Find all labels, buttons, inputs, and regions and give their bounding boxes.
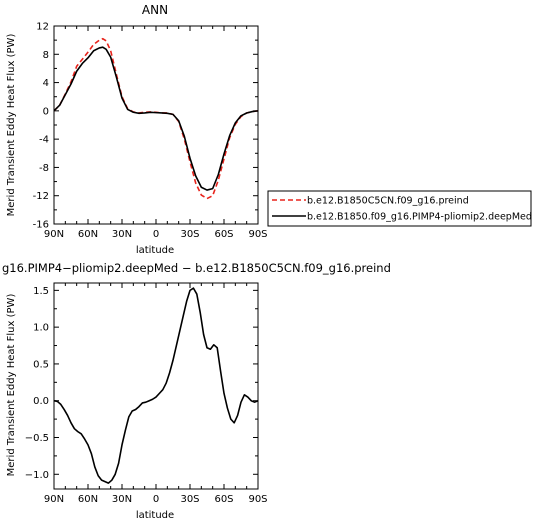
p1-y-tick-label: -4 [39,135,49,146]
top-chart-title: ANN [142,3,168,17]
bottom-tick-marks [53,283,259,489]
legend-box [267,190,532,227]
p2-y-tick-label: 1.0 [33,323,49,334]
p1-x-tick-label: 90S [248,229,267,240]
p2-y-tick-label: −1.0 [25,470,49,481]
top-tick-marks [53,25,259,225]
p1-y-tick-label: -16 [33,220,49,231]
bottom-y-tick-labels: 1.5 1.0 0.5 0.0 −0.5 −1.0 [25,286,49,481]
p2-x-tick-label: 30S [180,494,199,505]
top-panel: ANN Merid Transient Eddy Heat Flux (PW) … [6,3,268,256]
p1-y-tick-label: 8 [43,50,49,61]
p2-y-tick-label: 1.5 [33,286,49,297]
p1-x-tick-label: 60N [78,229,98,240]
top-x-tick-labels: 90N 60N 30N 0 30S 60S 90S [44,229,268,240]
top-y-axis-label: Merid Transient Eddy Heat Flux (PW) [6,34,17,217]
p1-y-tick-label: 12 [36,22,49,33]
p1-x-tick-label: 0 [153,229,159,240]
p2-y-tick-label: −0.5 [25,433,49,444]
bottom-plot-frame [53,282,259,490]
p2-x-tick-label: 90N [44,494,64,505]
bottom-panel: g16.PIMP4−pliomip2.deepMed − b.e12.B1850… [2,261,391,521]
top-series-lines [53,37,259,200]
p2-x-tick-label: 90S [248,494,267,505]
p1-x-tick-label: 60S [214,229,233,240]
top-y-tick-labels: 12 8 4 0 -4 -8 -12 -16 [33,22,49,231]
p2-x-tick-label: 0 [153,494,159,505]
legend-label-deepmed: b.e12.B1850.f09_g16.PIMP4-pliomip2.deepM… [307,212,532,223]
p1-y-tick-label: -12 [33,191,49,202]
p1-y-tick-label: 4 [43,78,49,89]
p1-series-line-1 [53,46,259,191]
p1-x-tick-label: 30N [112,229,132,240]
bottom-series-lines [53,287,259,484]
legend: b.e12.B1850C5CN.f09_g16.preind b.e12.B18… [267,190,532,227]
p1-x-tick-label: 30S [180,229,199,240]
p1-x-tick-label: 90N [44,229,64,240]
p2-x-tick-label: 60N [78,494,98,505]
p2-x-tick-label: 30N [112,494,132,505]
top-plot-frame [53,25,259,225]
p2-series-line-0 [53,287,259,484]
top-x-axis-label: latitude [136,245,174,256]
bottom-x-axis-label: latitude [136,510,174,521]
bottom-y-axis-label: Merid Transient Eddy Heat Flux (PW) [6,294,17,477]
p1-series-line-0 [53,37,259,200]
p2-y-tick-label: 0.5 [33,359,49,370]
p1-y-tick-label: 0 [43,106,49,117]
p2-x-tick-label: 60S [214,494,233,505]
bottom-chart-title: g16.PIMP4−pliomip2.deepMed − b.e12.B1850… [2,261,391,275]
p1-y-tick-label: -8 [39,163,49,174]
legend-label-preind: b.e12.B1850C5CN.f09_g16.preind [307,196,469,207]
p2-y-tick-label: 0.0 [33,396,49,407]
bottom-x-tick-labels: 90N 60N 30N 0 30S 60S 90S [44,494,268,505]
